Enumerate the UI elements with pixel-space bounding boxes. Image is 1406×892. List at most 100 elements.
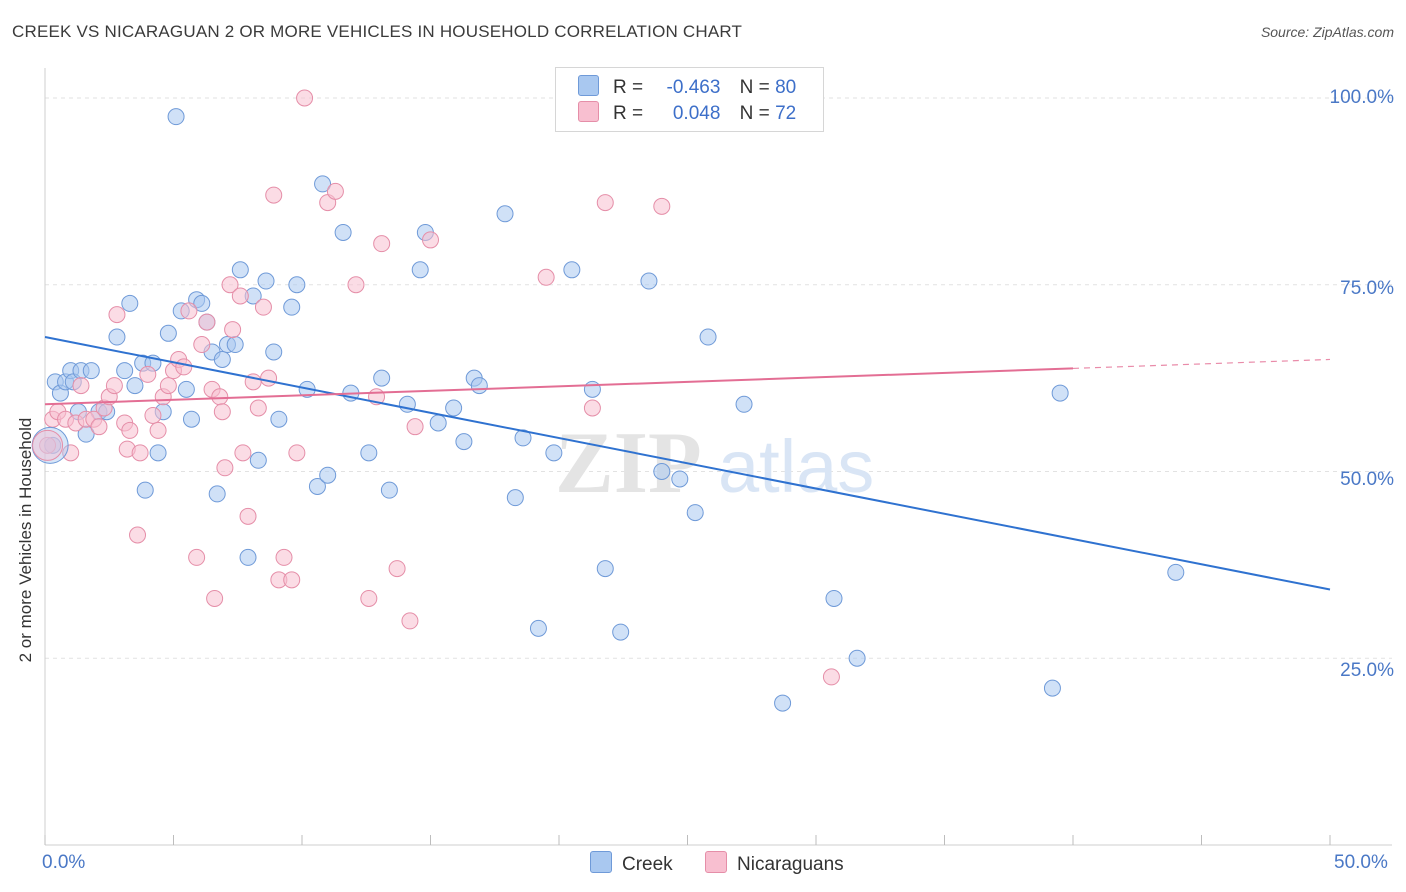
creek-point: [775, 695, 791, 711]
legend-n-label: N =: [740, 77, 770, 98]
creek-point: [83, 363, 99, 379]
nicaraguans-point: [160, 378, 176, 394]
nicaraguans-point: [194, 337, 210, 353]
nicaraguans-point: [289, 445, 305, 461]
y-axis-label: 2 or more Vehicles in Household: [16, 240, 40, 840]
creek-point: [530, 620, 546, 636]
watermark: ZIP atlas: [555, 415, 874, 512]
x-tick-50: 50.0%: [1334, 852, 1388, 874]
chart-canvas: ZIP atlas: [0, 0, 1406, 892]
creek-point: [209, 486, 225, 502]
nicaraguans-point: [266, 187, 282, 203]
creek-point: [471, 378, 487, 394]
series-label-creek: Creek: [622, 854, 673, 875]
legend-r-label: R =: [613, 103, 643, 124]
creek-point: [446, 400, 462, 416]
creek-point: [232, 262, 248, 278]
creek-point: [214, 351, 230, 367]
nicaraguans-point: [106, 378, 122, 394]
nicaraguans-point: [297, 90, 313, 106]
nicaraguans-point: [145, 407, 161, 423]
nicaraguans-point: [284, 572, 300, 588]
nicaraguans-point: [597, 195, 613, 211]
series-legend-creek[interactable]: Creek: [590, 851, 673, 877]
creek-point: [160, 325, 176, 341]
nicaraguans-point: [109, 307, 125, 323]
nicaraguans-point: [189, 549, 205, 565]
nicaraguans-point: [584, 400, 600, 416]
legend-r-creek: -0.463: [648, 77, 720, 99]
creek-point: [258, 273, 274, 289]
creek-point: [672, 471, 688, 487]
series-label-nicaraguans: Nicaraguans: [737, 854, 844, 875]
trend-lines: [45, 337, 1330, 589]
legend-row-creek: R = -0.463 N = 80: [578, 75, 796, 101]
legend-row-nicaraguans: R = 0.048 N = 72: [578, 101, 796, 127]
creek-point: [497, 206, 513, 222]
legend-n-nicaraguans: 72: [775, 103, 796, 124]
nicaraguans-point: [181, 303, 197, 319]
creek-point: [641, 273, 657, 289]
creek-trend-line: [45, 337, 1330, 589]
legend-swatch-creek: [578, 75, 599, 96]
nicaraguans-point: [232, 288, 248, 304]
creek-point: [613, 624, 629, 640]
creek-point: [687, 505, 703, 521]
nicaraguans-point: [348, 277, 364, 293]
x-tick-0: 0.0%: [42, 852, 85, 874]
creek-point: [183, 411, 199, 427]
nicaraguans-point: [235, 445, 251, 461]
creek-point: [150, 445, 166, 461]
nicaraguans-point: [199, 314, 215, 330]
nicaraguans-point: [538, 269, 554, 285]
creek-point: [168, 109, 184, 125]
legend-r-nicaraguans: 0.048: [648, 103, 720, 125]
creek-point: [597, 561, 613, 577]
creek-point: [250, 452, 266, 468]
series-swatch-creek: [590, 851, 612, 873]
creek-point: [109, 329, 125, 345]
series-legend-nicaraguans[interactable]: Nicaraguans: [705, 851, 844, 877]
y-tick-100: 100.0%: [1330, 87, 1394, 109]
nicaraguans-point: [276, 549, 292, 565]
nicaraguans-point: [823, 669, 839, 685]
nicaraguans-point: [225, 322, 241, 338]
nicaraguans-point: [130, 527, 146, 543]
creek-point: [122, 295, 138, 311]
nicaraguans-point: [402, 613, 418, 629]
creek-point: [289, 277, 305, 293]
creek-point: [178, 381, 194, 397]
nicaraguans-point: [132, 445, 148, 461]
creek-point: [374, 370, 390, 386]
data-points: [32, 90, 1184, 711]
creek-point: [546, 445, 562, 461]
y-axis-label-text: 2 or more Vehicles in Household: [16, 260, 36, 820]
creek-point: [227, 337, 243, 353]
nicaraguans-point: [407, 419, 423, 435]
nicaraguans-point: [389, 561, 405, 577]
nicaraguans-trend-line-extension: [1073, 359, 1330, 368]
watermark-zip: ZIP: [555, 415, 702, 512]
nicaraguans-point: [214, 404, 230, 420]
nicaraguans-point: [217, 460, 233, 476]
creek-point: [412, 262, 428, 278]
nicaraguans-point: [374, 236, 390, 252]
creek-point: [849, 650, 865, 666]
creek-point: [584, 381, 600, 397]
legend-r-label: R =: [613, 77, 643, 98]
creek-point: [1168, 564, 1184, 580]
y-tick-25: 25.0%: [1340, 660, 1394, 682]
nicaraguans-point: [91, 419, 107, 435]
creek-point: [127, 378, 143, 394]
nicaraguans-point: [140, 366, 156, 382]
nicaraguans-point: [423, 232, 439, 248]
nicaraguans-point: [361, 590, 377, 606]
creek-point: [240, 549, 256, 565]
series-swatch-nicaraguans: [705, 851, 727, 873]
creek-point: [700, 329, 716, 345]
nicaraguans-point: [150, 422, 166, 438]
creek-point: [654, 464, 670, 480]
nicaraguans-trend-line: [45, 368, 1073, 404]
creek-point: [564, 262, 580, 278]
creek-point: [266, 344, 282, 360]
